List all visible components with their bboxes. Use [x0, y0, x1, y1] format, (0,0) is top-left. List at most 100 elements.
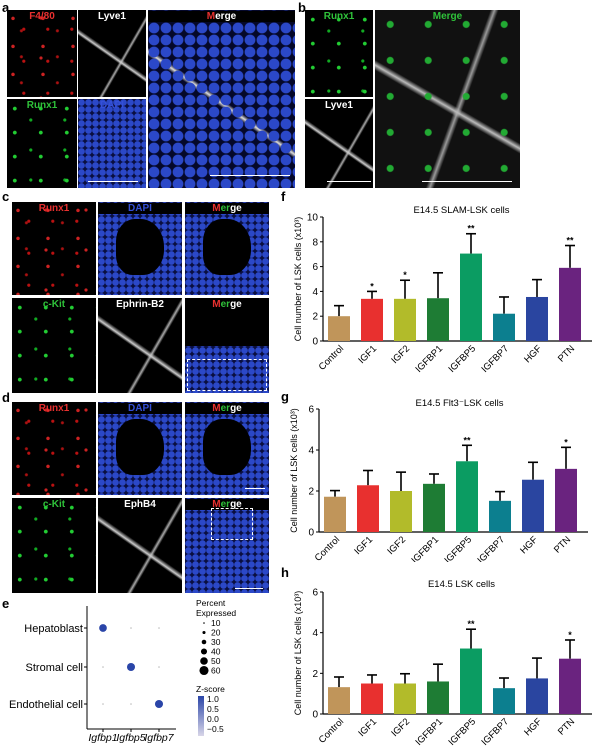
- channel-label-text: Runx1: [323, 11, 355, 22]
- panel-letter-e: e: [2, 596, 10, 611]
- micrograph-a-lyve1: Lyve1: [78, 10, 146, 97]
- bar-igfbp7: [489, 500, 511, 532]
- color-legend-label: 1.0: [207, 694, 219, 704]
- x-tick-label: IGF2: [389, 716, 412, 739]
- micrograph-a-merge: Merge: [148, 10, 295, 188]
- micrograph-d-dapi: DAPI: [98, 402, 182, 495]
- bar-chart-g: 0 2 4 6 E14.5 Flt3⁻LSK cells Cell number of L…: [280, 390, 600, 566]
- panel-letter-g: g: [281, 389, 289, 404]
- dot: [126, 662, 136, 672]
- channel-label-text: er: [220, 499, 231, 510]
- channel-label: Merge: [148, 11, 295, 22]
- y-tick-label: 8: [312, 237, 318, 248]
- x-tick-label: IGFBP5: [446, 716, 478, 746]
- bar-igf2: [390, 491, 412, 532]
- x-tick-label: Control: [317, 343, 346, 372]
- channel-label-text: c-Kit: [42, 299, 66, 310]
- panel-letter-a: a: [2, 0, 10, 15]
- size-legend-label: 50: [211, 656, 221, 666]
- channel-label-text: Lyve1: [98, 11, 126, 22]
- size-legend-label: 40: [211, 647, 221, 657]
- chart-svg: 0 2 4 6 E14.5 Flt3⁻LSK cells Cell number of L…: [289, 398, 588, 566]
- channel-label-text: Runx1: [38, 403, 70, 414]
- bar-igf1: [361, 298, 383, 341]
- channel-label-text: ge: [230, 403, 242, 414]
- micrograph-b-merge: Merge: [375, 10, 520, 188]
- x-tick-label: Control: [313, 534, 342, 562]
- micrograph-d-ckit: c-Kit: [12, 498, 96, 593]
- x-tick-label: IGFBP5: [442, 534, 474, 562]
- dot: [102, 703, 104, 705]
- y-tick-label: 6: [312, 588, 318, 599]
- channel-label: Runx1: [12, 203, 96, 214]
- channel-label: Merge: [375, 11, 520, 22]
- size-legend-dot: [200, 657, 208, 665]
- channel-label: Ephrin-B2: [98, 299, 182, 310]
- size-legend-label: 20: [211, 628, 221, 638]
- channel-label-text: er: [220, 299, 231, 310]
- bar-igfbp1: [427, 298, 449, 341]
- x-tick-label: IGF2: [389, 343, 412, 366]
- bar-ptn: [559, 267, 581, 341]
- channel-label: DAPI: [98, 403, 182, 414]
- channel-label: Merge: [185, 499, 269, 510]
- bar-igf1: [361, 683, 383, 714]
- x-tick-label: IGF2: [385, 534, 408, 557]
- significance-marker: **: [467, 224, 475, 234]
- significance-marker: **: [467, 619, 475, 629]
- micrograph-a-f480: F4/80: [7, 10, 77, 97]
- micrograph-c-runx1: Runx1: [12, 202, 96, 295]
- x-tick-label: IGFBP5: [446, 343, 478, 375]
- channel-label: DAPI: [78, 100, 146, 111]
- channel-label-text: ge: [230, 499, 242, 510]
- channel-label-text: M: [206, 11, 216, 22]
- micrograph-d-merge: Merge: [185, 402, 269, 495]
- bar-igfbp5: [456, 461, 478, 532]
- size-legend-dot: [201, 639, 207, 645]
- channel-label: DAPI: [98, 203, 182, 214]
- micrograph-c-ckit: c-Kit: [12, 298, 96, 393]
- x-tick-label: IGFBP1: [413, 716, 445, 746]
- bar-igfbp1: [427, 681, 449, 714]
- dot: [130, 703, 132, 705]
- micrograph-d-ephb4: EphB4: [98, 498, 182, 593]
- size-legend-dot: [199, 665, 209, 676]
- bar-igfbp5: [460, 253, 482, 341]
- color-legend-bar: [198, 696, 204, 736]
- channel-label-text: M: [212, 499, 221, 510]
- dot: [102, 666, 104, 668]
- chart-title: E14.5 Flt3⁻LSK cells: [416, 398, 504, 409]
- chart-svg: 0 2 4 6 8 10 E14.5 SLAM-LSK cells Cell number o…: [293, 205, 592, 375]
- scale-bar: [235, 587, 263, 589]
- channel-label: Runx1: [305, 11, 373, 22]
- inset-box: [187, 359, 267, 391]
- bar-hgf: [526, 678, 548, 714]
- scale-bar: [88, 180, 138, 182]
- color-legend-label: 0.5: [207, 704, 219, 714]
- color-legend-label: 0.0: [207, 714, 219, 724]
- channel-label: F4/80: [7, 11, 77, 22]
- bar-igf2: [394, 298, 416, 341]
- size-legend-title: Expressed: [196, 608, 236, 618]
- x-tick-label: IGF1: [352, 534, 375, 557]
- y-tick-label: 0: [308, 528, 314, 539]
- cell-type-label: Endothelial cell: [9, 699, 83, 711]
- channel-label: c-Kit: [12, 499, 96, 510]
- significance-marker: **: [566, 236, 574, 246]
- micrograph-a-runx1: Runx1: [7, 99, 77, 188]
- size-legend-dot: [200, 648, 208, 655]
- channel-label-text: Runx1: [26, 100, 58, 111]
- bar-igfbp7: [493, 313, 515, 341]
- channel-label-text: ge: [230, 203, 242, 214]
- size-legend-dot: [203, 622, 205, 624]
- channel-label: Runx1: [7, 100, 77, 111]
- channel-label-text: erge: [215, 11, 237, 22]
- bar-igf1: [357, 485, 379, 532]
- dot: [158, 627, 160, 629]
- chart-title: E14.5 SLAM-LSK cells: [413, 205, 509, 216]
- x-tick-label: IGFBP1: [409, 534, 441, 562]
- y-tick-label: 4: [308, 446, 314, 457]
- bar-ptn: [559, 658, 581, 714]
- channel-label-text: M: [212, 203, 221, 214]
- x-tick-label: IGFBP7: [479, 343, 511, 375]
